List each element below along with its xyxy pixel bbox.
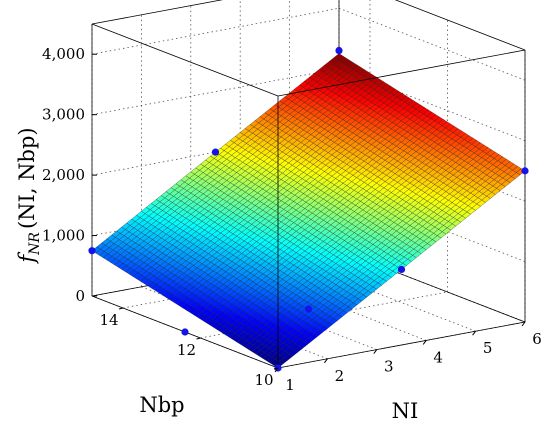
- z-axis-label: fNR (NI, Nbp): [15, 127, 43, 264]
- z-tick-label: 1,000: [42, 227, 85, 245]
- grid-line: [122, 261, 371, 309]
- y-tick-label: 12: [177, 341, 196, 359]
- z-tick-label: 4,000: [42, 45, 85, 63]
- box-edge: [277, 321, 526, 369]
- data-point: [88, 247, 96, 255]
- z-tick-label: 2,000: [42, 166, 85, 184]
- box-edge: [394, 0, 526, 51]
- box-edge: [91, 23, 279, 97]
- y-tick-mark: [273, 367, 279, 370]
- y-tick-label: 14: [99, 311, 118, 329]
- y-tick-label: 10: [254, 371, 273, 389]
- grid-line: [91, 128, 340, 176]
- x-tick-mark: [373, 349, 378, 354]
- grid-line: [289, 258, 476, 332]
- data-point: [335, 46, 343, 55]
- x-tick-label: 6: [532, 330, 542, 348]
- y-tick-mark: [196, 337, 201, 340]
- box-edge: [277, 49, 526, 97]
- data-point: [304, 305, 313, 313]
- data-point: [521, 167, 529, 175]
- grid-line: [91, 7, 340, 55]
- x-tick-label: 2: [335, 367, 345, 385]
- x-tick-label: 1: [285, 376, 295, 394]
- grid-line: [338, 68, 526, 142]
- grid-line: [338, 7, 526, 81]
- data-point: [211, 148, 220, 156]
- data-points: [88, 46, 529, 372]
- y-tick-mark: [118, 307, 124, 310]
- x-tick-label: 4: [433, 348, 443, 366]
- box-edge: [91, 0, 224, 25]
- x-tick-mark: [472, 330, 477, 336]
- surface-mesh: [91, 53, 526, 369]
- x-tick-mark: [422, 340, 427, 345]
- z-label-subscript: NR: [27, 232, 43, 256]
- z-label-args: (NI, Nbp): [15, 127, 39, 229]
- x-axis-label: NI: [392, 399, 419, 423]
- grid-line: [91, 68, 340, 116]
- x-tick-mark: [323, 358, 328, 364]
- x-tick-mark: [274, 367, 279, 373]
- x-tick-mark: [521, 321, 526, 327]
- z-tick-label: 3,000: [42, 106, 85, 124]
- data-point: [397, 265, 406, 274]
- y-axis-label: Nbp: [139, 393, 184, 417]
- x-tick-label: 5: [483, 339, 493, 357]
- z-tick-label: 0: [75, 287, 85, 305]
- data-point: [181, 328, 189, 336]
- z-label-function: f: [15, 252, 39, 265]
- x-tick-label: 3: [384, 358, 394, 376]
